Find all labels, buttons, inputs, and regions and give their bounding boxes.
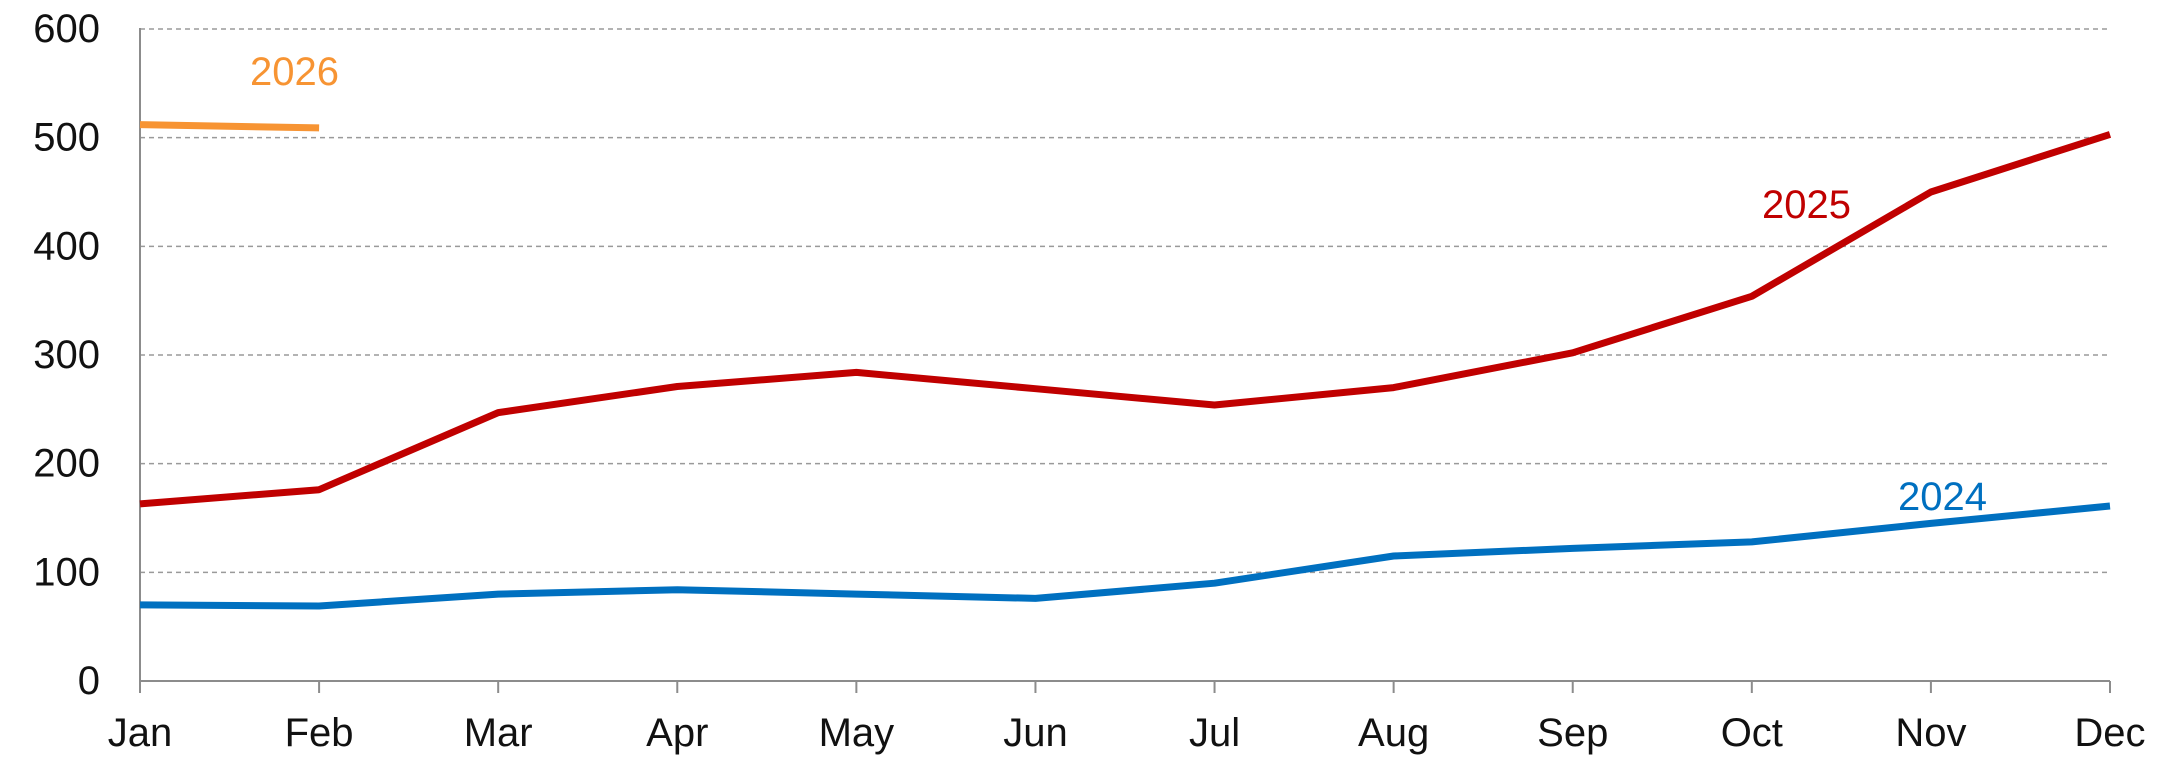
x-tick-label: Mar — [464, 711, 533, 755]
x-tick-label: Jun — [1003, 711, 1068, 755]
series-line-2025 — [139, 131, 2112, 508]
series-label-2024: 2024 — [1898, 475, 1987, 519]
x-tick-label: Jul — [1189, 711, 1240, 755]
axes — [139, 28, 2111, 693]
series-lines — [139, 121, 2112, 610]
x-tick-label: Dec — [2074, 711, 2145, 755]
x-tick-label: Nov — [1895, 711, 1966, 755]
x-tick-label: Feb — [285, 711, 354, 755]
y-tick-label: 100 — [33, 550, 100, 594]
x-tick-label: Sep — [1537, 711, 1608, 755]
grid-lines — [140, 28, 2110, 574]
y-tick-label: 400 — [33, 224, 100, 268]
y-tick-label: 500 — [33, 116, 100, 160]
y-tick-label: 600 — [33, 7, 100, 51]
y-tick-label: 0 — [78, 659, 100, 703]
series-label-2025: 2025 — [1762, 183, 1851, 227]
series-label-2026: 2026 — [250, 50, 339, 94]
y-tick-label: 300 — [33, 333, 100, 377]
x-tick-label: May — [819, 711, 895, 755]
x-tick-label: Jan — [108, 711, 173, 755]
series-line-2024 — [139, 502, 2111, 610]
series-line-2026 — [139, 121, 320, 132]
x-tick-label: Oct — [1721, 711, 1783, 755]
y-tick-label: 200 — [33, 442, 100, 486]
x-tick-label: Apr — [646, 711, 708, 755]
chart-labels: 0 100 200 300 400 500 600 Jan Feb Mar Apr May Jun Jul… — [33, 7, 2145, 755]
x-tick-label: Aug — [1358, 711, 1429, 755]
